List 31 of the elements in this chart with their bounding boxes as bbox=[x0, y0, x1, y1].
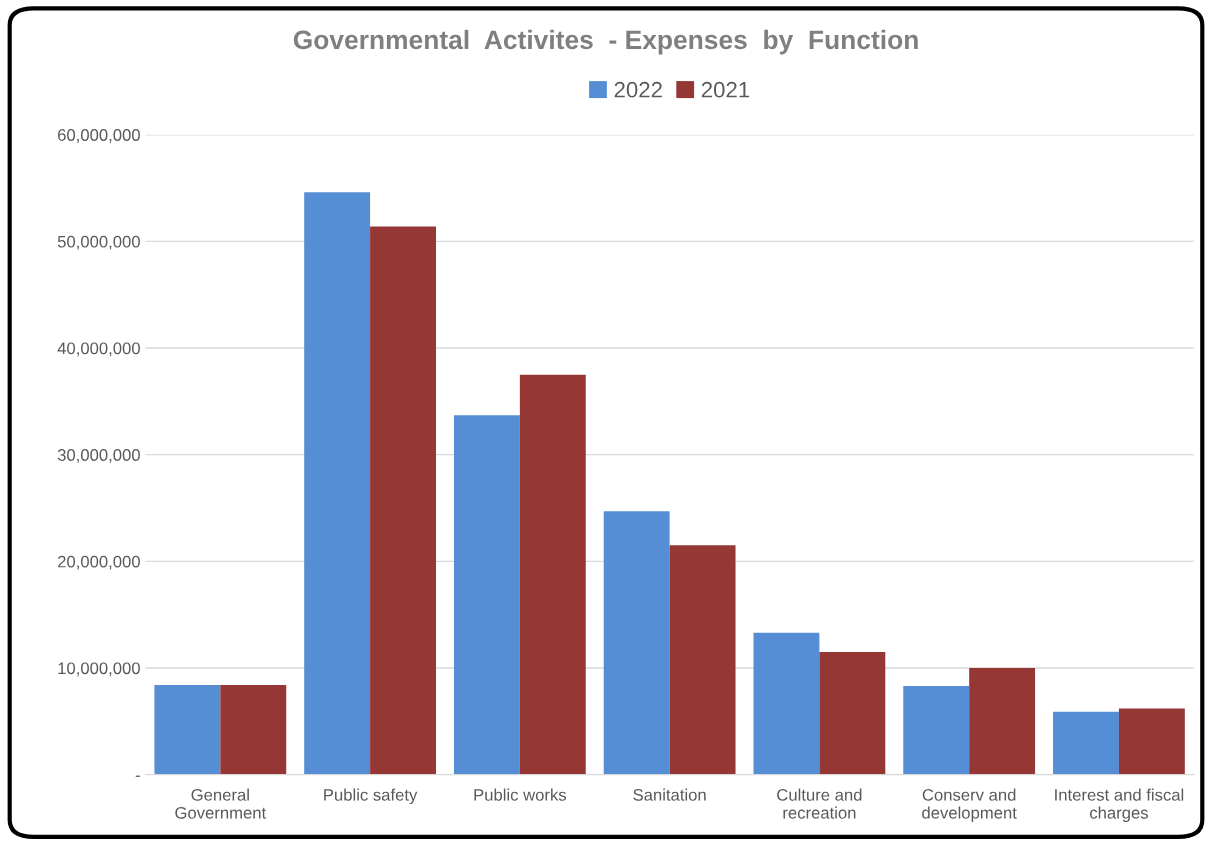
legend-label: 2022 bbox=[614, 81, 662, 98]
bar bbox=[669, 545, 736, 775]
bar bbox=[220, 685, 287, 775]
bar bbox=[903, 686, 970, 775]
y-tick-label: 30,000,000 bbox=[57, 449, 140, 463]
y-tick-label: - bbox=[135, 775, 140, 777]
bar bbox=[1053, 711, 1119, 775]
y-tick-label: 20,000,000 bbox=[58, 555, 140, 570]
bar bbox=[519, 374, 586, 775]
bar bbox=[453, 415, 520, 775]
x-tick-label: Public safety bbox=[324, 788, 418, 805]
bar bbox=[753, 632, 820, 775]
y-tick-label: 50,000,000 bbox=[57, 235, 140, 250]
bar bbox=[370, 226, 436, 775]
y-tick-label: 40,000,000 bbox=[57, 342, 140, 357]
bar bbox=[154, 685, 221, 775]
bar bbox=[1118, 708, 1185, 775]
chart-title: Governmental Activites - Expenses by Function bbox=[293, 29, 918, 55]
x-tick-label: Culture and recreation bbox=[777, 788, 862, 819]
bar bbox=[969, 667, 1036, 775]
x-tick-label: Sanitation bbox=[633, 788, 706, 801]
y-tick-label: 10,000,000 bbox=[58, 662, 140, 677]
y-tick-label: 60,000,000 bbox=[58, 129, 140, 143]
x-tick-label: Interest and fiscal charges bbox=[1055, 788, 1184, 823]
bar bbox=[304, 192, 371, 775]
bar bbox=[603, 511, 670, 775]
bar bbox=[819, 651, 886, 775]
x-tick-label: General Government bbox=[175, 788, 267, 819]
x-tick-label: Conserv and development bbox=[922, 788, 1017, 823]
x-tick-label: Public works bbox=[474, 788, 567, 801]
legend-label: 2021 bbox=[701, 81, 750, 98]
